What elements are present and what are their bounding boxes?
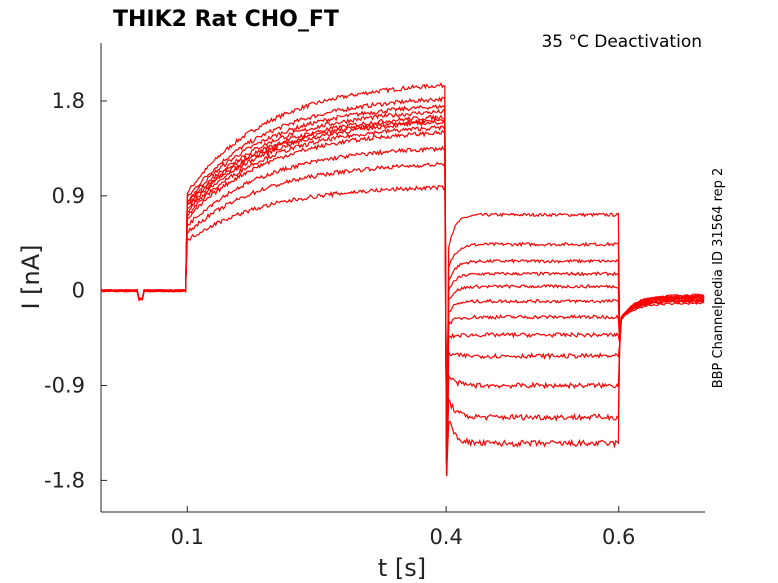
x-axis-label: t [s] (378, 554, 426, 582)
y-tick-label: -1.8 (44, 468, 85, 492)
current-trace-5 (100, 113, 705, 469)
current-trace-12 (100, 184, 705, 477)
y-axis-label: I [nA] (17, 244, 45, 309)
chart-title: THIK2 Rat CHO_FT (113, 7, 339, 32)
y-tick-label: 0 (72, 279, 85, 303)
plot-axes (100, 43, 705, 513)
current-trace-3 (100, 104, 705, 467)
current-trace-11 (100, 161, 705, 476)
y-tick-label: -0.9 (44, 374, 85, 398)
chart-annotation: 35 °C Deactivation (541, 32, 702, 52)
current-trace-8 (100, 125, 705, 473)
side-note: BBP Channelpedia ID 31564 rep 2 (711, 168, 726, 389)
current-trace-7 (100, 119, 705, 471)
current-trace-1 (100, 81, 705, 465)
y-tick-label: 1.8 (52, 89, 85, 113)
y-tick-label: 0.9 (52, 184, 85, 208)
current-trace-2 (100, 96, 705, 466)
x-tick-label: 0.4 (429, 525, 462, 549)
x-tick-label: 0.6 (602, 525, 635, 549)
x-tick-label: 0.1 (171, 525, 204, 549)
tick-group: 0.1 0.4 0.6 1.8 0.9 0 -0.9 -1.8 (44, 89, 635, 549)
current-trace-4 (100, 108, 705, 468)
current-trace-6 (101, 117, 705, 470)
current-trace-10 (101, 145, 705, 475)
current-trace-9 (100, 129, 705, 474)
trace-group (100, 81, 705, 477)
